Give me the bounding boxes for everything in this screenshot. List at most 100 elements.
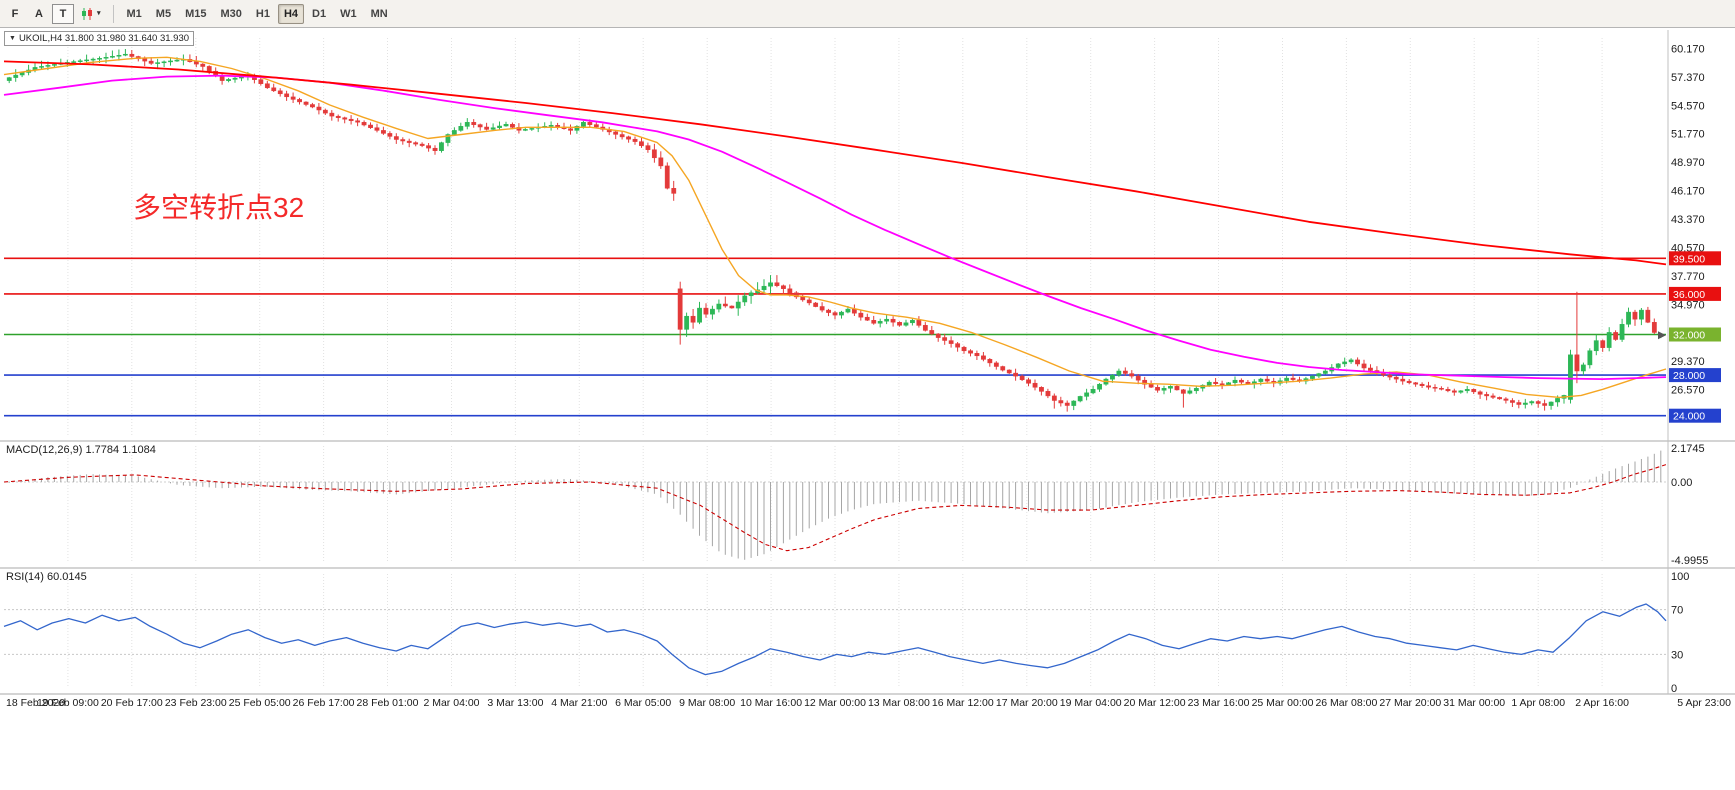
price-tag-bg xyxy=(1669,368,1721,383)
price-chart-canvas[interactable]: 60.170 57.370 54.570 51.770 48.970 46.170 43.3… xyxy=(0,28,1735,790)
candle xyxy=(877,318,883,328)
candle-body xyxy=(445,134,451,143)
timeframe-button-m30[interactable]: M30 xyxy=(214,4,247,24)
price-tag-bg xyxy=(1669,327,1721,342)
time-tick-label: 27 Mar 20:00 xyxy=(1379,697,1441,709)
candle xyxy=(110,50,115,59)
candle-body xyxy=(529,128,535,130)
candle xyxy=(1116,368,1122,377)
candle-body xyxy=(1193,388,1199,392)
candle xyxy=(84,54,90,63)
symbol-info: ▼ UKOIL,H4 31.800 31.980 31.640 31.930 xyxy=(4,31,195,46)
candle-body xyxy=(942,337,948,341)
candle-body xyxy=(1477,391,1483,395)
candle xyxy=(806,297,812,306)
rsi-layer: 100 70 30 0 xyxy=(3,571,1689,695)
candle xyxy=(658,151,664,169)
timeframe-button-m1[interactable]: M1 xyxy=(121,4,148,24)
timeframe-button-d1[interactable]: D1 xyxy=(306,4,332,24)
candle-body xyxy=(864,316,870,321)
candle xyxy=(1013,368,1019,381)
chevron-down-icon: ▾ xyxy=(97,10,101,17)
candle xyxy=(813,302,819,308)
candle-body xyxy=(1406,380,1412,383)
macd-signal-line xyxy=(3,464,1667,552)
timeframe-button-w1[interactable]: W1 xyxy=(334,4,363,24)
candle-body xyxy=(1000,366,1006,371)
candle-body xyxy=(858,312,864,318)
candle-body xyxy=(548,125,554,127)
time-tick-label: 9 Mar 08:00 xyxy=(679,697,735,709)
candle xyxy=(716,299,722,313)
timeframe-button-h1[interactable]: H1 xyxy=(250,4,276,24)
candle xyxy=(1516,399,1522,409)
candle-body xyxy=(271,87,277,92)
price-tag-text: 36.000 xyxy=(1673,289,1705,301)
candle-body xyxy=(1497,397,1502,400)
timeframe-button-m15[interactable]: M15 xyxy=(179,4,212,24)
macd-layer: 2.1745 0.00 -4.9955 xyxy=(3,443,1708,567)
candle xyxy=(200,63,206,71)
ma-slow-line xyxy=(3,60,1667,266)
candle xyxy=(290,92,296,103)
candle-body xyxy=(148,60,154,64)
candle xyxy=(484,122,490,131)
candle-body xyxy=(432,147,438,151)
candle xyxy=(1239,378,1244,385)
time-tick-label: 1 Apr 08:00 xyxy=(1511,697,1565,709)
time-tick-label: 18 Feb 2020 xyxy=(6,697,65,709)
timeframe-button-m5[interactable]: M5 xyxy=(150,4,177,24)
candle-body xyxy=(168,60,173,63)
candle-body xyxy=(1051,395,1057,401)
f-tool-button[interactable]: F xyxy=(4,4,26,24)
candle xyxy=(922,322,928,332)
candle xyxy=(1600,339,1606,352)
candle-body xyxy=(639,141,644,146)
candle xyxy=(690,309,696,329)
candle xyxy=(1193,385,1199,394)
timeframe-button-mn[interactable]: MN xyxy=(365,4,394,24)
candle-body xyxy=(1355,359,1360,365)
candle-body xyxy=(393,136,399,140)
candle-body xyxy=(426,145,431,149)
candle xyxy=(1168,385,1173,393)
collapse-triangle-icon[interactable]: ▼ xyxy=(9,35,16,42)
candle-body xyxy=(710,308,715,315)
candle xyxy=(413,141,419,147)
candle-body xyxy=(1142,379,1148,385)
candle xyxy=(1180,389,1186,408)
candle-body xyxy=(226,79,231,81)
annotation-tool-button[interactable]: A xyxy=(28,4,50,24)
candle xyxy=(277,88,283,97)
candle-body xyxy=(1639,309,1644,320)
time-tick-label: 6 Mar 05:00 xyxy=(615,697,671,709)
candle xyxy=(1568,349,1573,404)
time-tick-label: 25 Mar 00:00 xyxy=(1252,697,1314,709)
candle xyxy=(497,121,502,130)
candle-body xyxy=(1110,374,1115,380)
candle-body xyxy=(490,127,496,130)
candle-body xyxy=(703,307,709,315)
candle xyxy=(342,116,348,124)
candle xyxy=(116,49,122,61)
candle-body xyxy=(768,282,773,287)
candle xyxy=(1045,388,1051,399)
candle xyxy=(1000,365,1006,372)
text-tool-button[interactable]: T xyxy=(52,3,74,24)
candle xyxy=(322,108,328,115)
candle-body xyxy=(1239,379,1244,383)
candle-body xyxy=(722,303,728,307)
candle xyxy=(406,138,412,148)
candle xyxy=(368,122,373,129)
candle-body xyxy=(1045,391,1051,397)
candle-body xyxy=(419,143,425,146)
candle xyxy=(1439,386,1444,391)
indicators-button[interactable]: ▾ xyxy=(76,4,106,24)
candle-body xyxy=(503,124,509,127)
candle-body xyxy=(1439,388,1444,390)
candle-body xyxy=(1619,324,1625,340)
candle-body xyxy=(1310,375,1315,379)
timeframe-button-h4[interactable]: H4 xyxy=(277,3,305,24)
moving-averages-layer xyxy=(3,56,1667,399)
chart-annotation-text[interactable]: 多空转折点32 xyxy=(133,192,305,223)
